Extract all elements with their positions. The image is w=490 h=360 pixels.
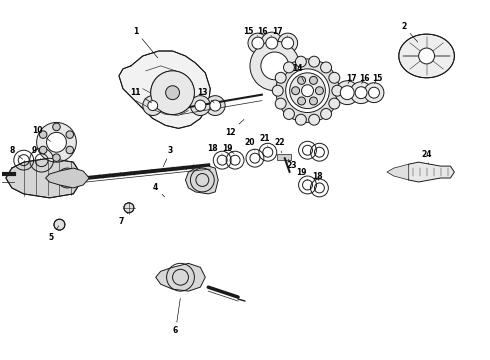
- Circle shape: [248, 33, 268, 53]
- Text: 18: 18: [312, 171, 323, 181]
- Circle shape: [53, 123, 60, 131]
- Polygon shape: [405, 162, 454, 182]
- Text: 15: 15: [243, 27, 258, 36]
- Polygon shape: [399, 34, 454, 78]
- Text: 17: 17: [272, 27, 288, 36]
- Circle shape: [316, 87, 323, 95]
- Circle shape: [148, 100, 158, 111]
- Circle shape: [143, 96, 163, 116]
- Text: 7: 7: [118, 213, 128, 226]
- Circle shape: [309, 114, 319, 125]
- Text: 12: 12: [225, 120, 244, 137]
- Text: 13: 13: [197, 88, 214, 103]
- Circle shape: [252, 37, 264, 49]
- Circle shape: [310, 76, 318, 84]
- Circle shape: [295, 56, 306, 67]
- Circle shape: [66, 131, 74, 138]
- Text: 8: 8: [9, 146, 23, 159]
- Circle shape: [297, 97, 306, 105]
- Circle shape: [37, 122, 76, 162]
- Circle shape: [329, 72, 340, 83]
- Circle shape: [275, 98, 286, 109]
- Circle shape: [329, 98, 340, 109]
- Circle shape: [282, 37, 294, 49]
- Circle shape: [320, 62, 332, 73]
- Circle shape: [54, 219, 65, 230]
- Circle shape: [276, 59, 339, 122]
- Polygon shape: [46, 168, 89, 188]
- Text: 18: 18: [207, 144, 222, 154]
- Circle shape: [250, 41, 299, 91]
- Circle shape: [355, 87, 367, 99]
- Circle shape: [301, 85, 314, 96]
- Circle shape: [340, 86, 354, 100]
- Circle shape: [151, 71, 195, 114]
- Circle shape: [320, 108, 332, 120]
- Circle shape: [297, 76, 306, 84]
- Text: 19: 19: [222, 144, 234, 153]
- Text: 10: 10: [32, 126, 50, 141]
- Polygon shape: [387, 164, 409, 180]
- Text: 11: 11: [131, 88, 151, 103]
- Circle shape: [272, 85, 283, 96]
- Text: 2: 2: [401, 22, 418, 42]
- Circle shape: [275, 72, 286, 83]
- Text: 19: 19: [296, 167, 308, 180]
- Circle shape: [124, 203, 134, 213]
- Circle shape: [284, 62, 294, 73]
- Polygon shape: [6, 158, 83, 198]
- Circle shape: [350, 82, 372, 104]
- Polygon shape: [119, 51, 210, 129]
- Text: 4: 4: [153, 184, 165, 197]
- Text: 14: 14: [293, 64, 304, 81]
- Circle shape: [191, 96, 210, 116]
- Circle shape: [335, 81, 359, 105]
- Text: 23: 23: [286, 159, 297, 170]
- Circle shape: [284, 108, 294, 120]
- Text: 21: 21: [260, 134, 270, 146]
- Circle shape: [290, 73, 325, 109]
- Polygon shape: [185, 166, 218, 194]
- Circle shape: [261, 32, 283, 54]
- Circle shape: [292, 87, 299, 95]
- Polygon shape: [156, 264, 205, 291]
- Text: 1: 1: [133, 27, 158, 58]
- Text: 24: 24: [421, 150, 432, 164]
- Text: 6: 6: [173, 298, 180, 335]
- Circle shape: [309, 56, 319, 67]
- Text: 9: 9: [32, 146, 41, 159]
- Circle shape: [266, 37, 278, 49]
- Text: 5: 5: [49, 226, 59, 242]
- Text: 3: 3: [163, 146, 173, 167]
- Circle shape: [53, 154, 60, 161]
- Text: 15: 15: [372, 74, 382, 84]
- Circle shape: [66, 146, 74, 154]
- Circle shape: [39, 146, 47, 154]
- Circle shape: [205, 96, 225, 116]
- Circle shape: [364, 83, 384, 103]
- Circle shape: [210, 100, 220, 111]
- Circle shape: [278, 33, 297, 53]
- Text: 16: 16: [258, 27, 272, 36]
- Text: 17: 17: [346, 74, 357, 84]
- Circle shape: [166, 86, 179, 100]
- Circle shape: [332, 85, 343, 96]
- Text: 20: 20: [245, 138, 255, 150]
- Circle shape: [368, 87, 379, 98]
- Circle shape: [261, 52, 289, 80]
- Text: 22: 22: [274, 138, 285, 153]
- Circle shape: [295, 114, 306, 125]
- Text: 16: 16: [359, 74, 369, 84]
- Bar: [277, 154, 291, 160]
- Circle shape: [39, 131, 47, 138]
- Circle shape: [286, 69, 329, 113]
- Circle shape: [418, 48, 435, 64]
- Circle shape: [310, 97, 318, 105]
- Circle shape: [195, 100, 206, 111]
- Circle shape: [47, 132, 66, 152]
